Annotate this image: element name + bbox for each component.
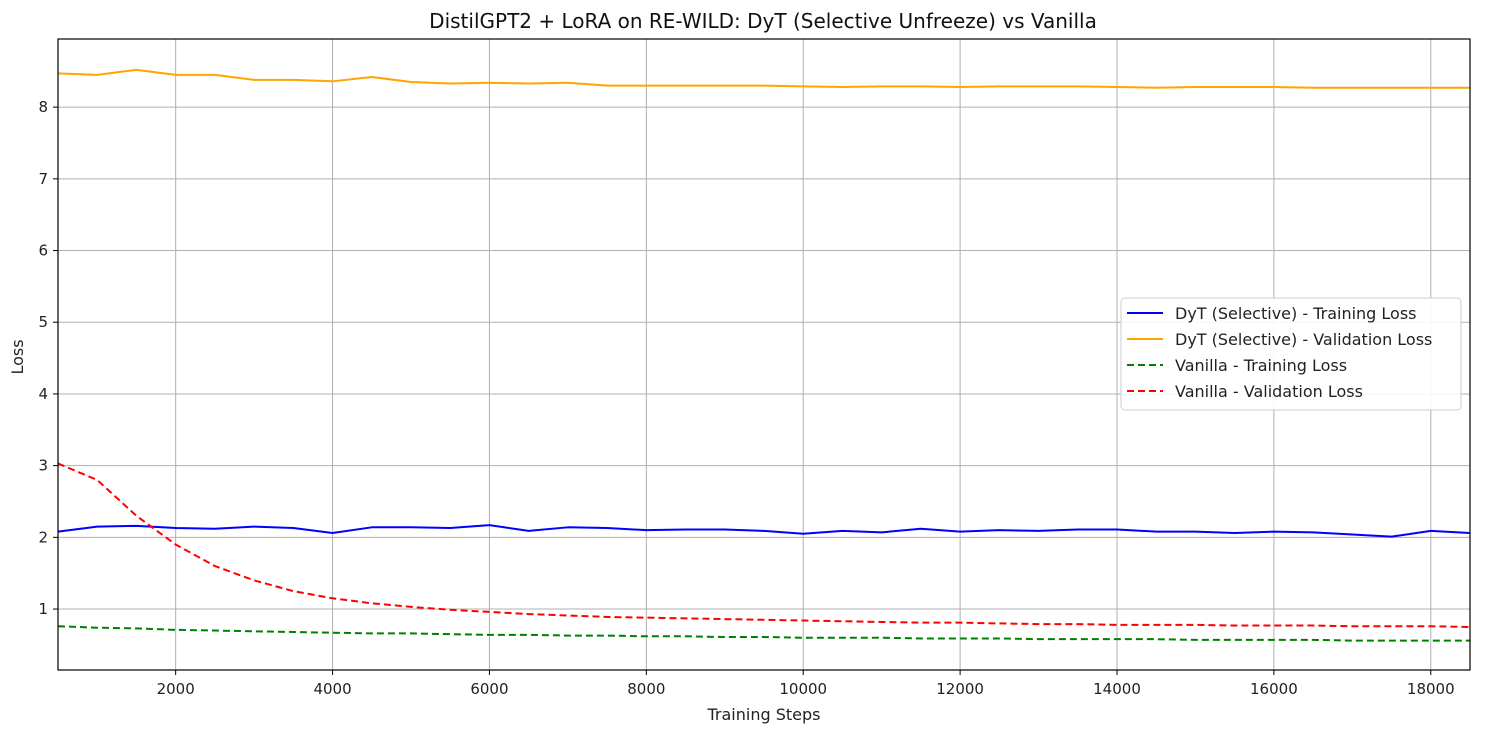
y-tick-label: 8 — [38, 98, 48, 116]
y-tick-label: 1 — [38, 600, 48, 618]
y-tick-label: 2 — [38, 528, 48, 546]
x-tick-label: 2000 — [157, 680, 195, 698]
y-tick-label: 5 — [38, 313, 48, 331]
y-tick-label: 7 — [38, 170, 48, 188]
series-line-4 — [57, 462, 1471, 628]
x-tick-label: 18000 — [1407, 680, 1455, 698]
legend-label: DyT (Selective) - Validation Loss — [1175, 330, 1432, 349]
chart-title: DistilGPT2 + LoRA on RE-WILD: DyT (Selec… — [429, 9, 1097, 33]
y-tick-label: 3 — [38, 457, 48, 475]
series-lines — [57, 68, 1471, 642]
x-tick-label: 4000 — [313, 680, 351, 698]
legend-label: Vanilla - Validation Loss — [1175, 382, 1363, 401]
legend: DyT (Selective) - Training Loss DyT (Sele… — [1120, 297, 1462, 411]
series-line-1 — [57, 524, 1471, 538]
series-line-3 — [57, 625, 1470, 642]
x-tick-label: 12000 — [936, 680, 984, 698]
y-tick-label: 4 — [38, 385, 48, 403]
x-tick-label: 8000 — [627, 680, 665, 698]
y-axis-ticks: 1 2 3 4 5 6 7 8 — [38, 98, 58, 618]
x-tick-label: 10000 — [779, 680, 827, 698]
legend-label: DyT (Selective) - Training Loss — [1175, 304, 1417, 323]
series-line-2 — [57, 68, 1470, 89]
legend-label: Vanilla - Training Loss — [1175, 356, 1347, 375]
plot-frame — [57, 38, 1471, 671]
y-tick-label: 6 — [38, 242, 48, 260]
legend-box — [1120, 297, 1462, 411]
y-axis-label: Loss — [8, 339, 27, 374]
x-axis-ticks: 2000 4000 6000 8000 10000 12000 14000 16000 1800… — [157, 670, 1455, 698]
x-tick-label: 6000 — [470, 680, 508, 698]
x-axis-label: Training Steps — [707, 705, 821, 724]
x-tick-label: 16000 — [1250, 680, 1298, 698]
x-tick-label: 14000 — [1093, 680, 1141, 698]
